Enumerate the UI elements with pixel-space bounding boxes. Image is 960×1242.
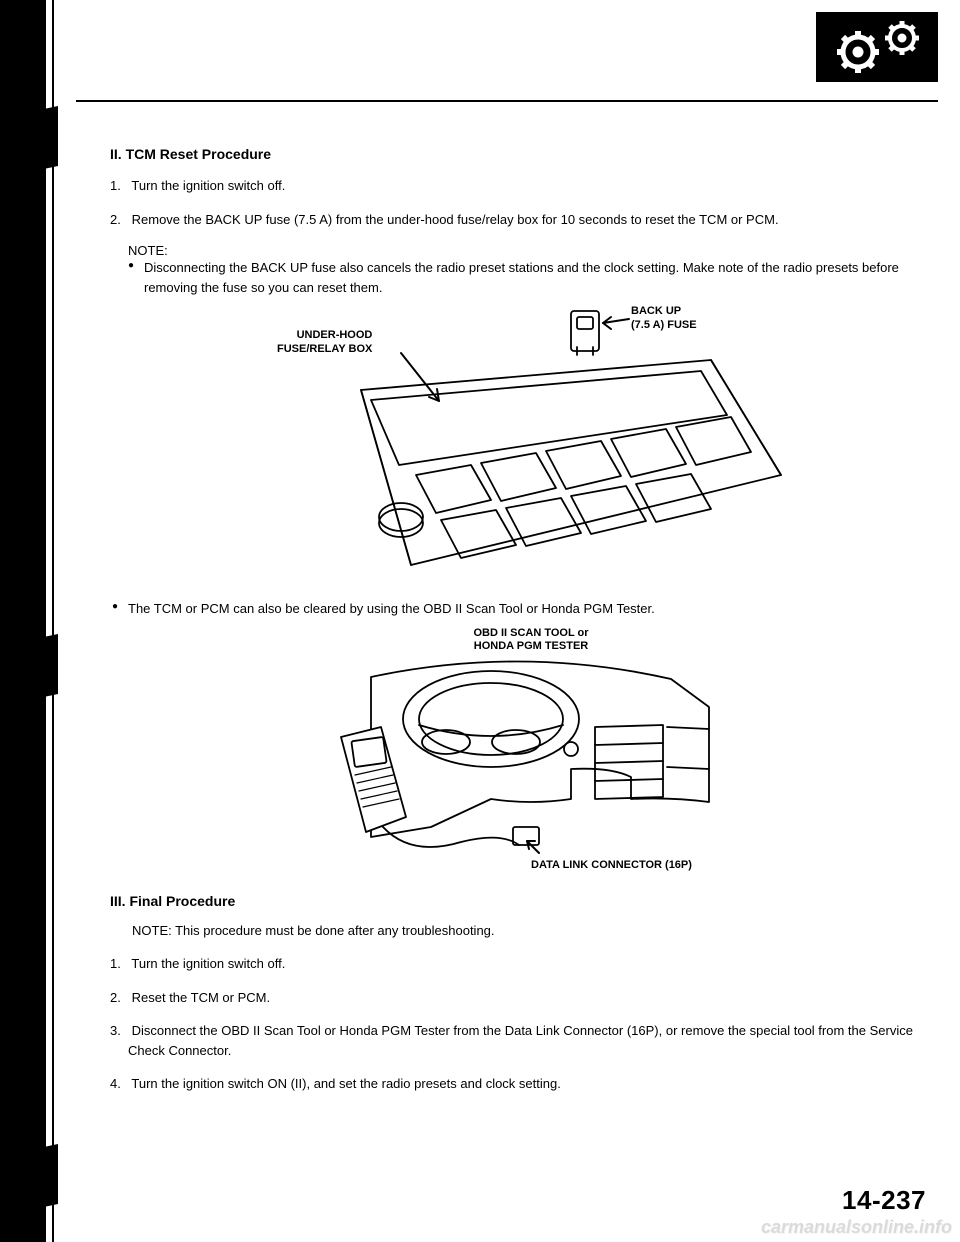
step: 1. Turn the ignition switch off. xyxy=(128,954,932,974)
step-text: Turn the ignition switch off. xyxy=(131,956,285,971)
section-iii-text: Final Procedure xyxy=(129,893,235,909)
fig1-label-left: UNDER-HOOD FUSE/RELAY BOX xyxy=(277,329,372,357)
figure-fuse-relay-box: UNDER-HOOD FUSE/RELAY BOX BACK UP (7.5 A… xyxy=(241,305,801,585)
step-text: Reset the TCM or PCM. xyxy=(132,990,270,1005)
note-label: NOTE: xyxy=(128,243,932,258)
content-area: II. TCM Reset Procedure 1. Turn the igni… xyxy=(110,146,932,1108)
note-bullet: Disconnecting the BACK UP fuse also canc… xyxy=(144,258,932,297)
step: 2. Reset the TCM or PCM. xyxy=(128,988,932,1008)
fig2-label-bottom: DATA LINK CONNECTOR (16P) xyxy=(531,859,692,873)
step-number: 1. xyxy=(110,176,128,196)
step-text: Disconnect the OBD II Scan Tool or Honda… xyxy=(128,1023,913,1058)
binder-tab xyxy=(20,634,58,702)
step-text: Turn the ignition switch ON (II), and se… xyxy=(131,1076,560,1091)
section-ii-title: II. TCM Reset Procedure xyxy=(110,146,932,162)
fig2-label-top: OBD II SCAN TOOL or HONDA PGM TESTER xyxy=(451,627,611,655)
dashboard-illustration xyxy=(311,627,731,877)
step-text: Remove the BACK UP fuse (7.5 A) from the… xyxy=(132,212,779,227)
binding-edge xyxy=(0,0,46,1242)
step: 4. Turn the ignition switch ON (II), and… xyxy=(128,1074,932,1094)
page-number: 14-237 xyxy=(842,1185,926,1216)
section-iii-title: III. Final Procedure xyxy=(110,893,932,909)
step-text: Turn the ignition switch off. xyxy=(131,178,285,193)
figure-obd-scan-tool: OBD II SCAN TOOL or HONDA PGM TESTER DAT… xyxy=(311,627,731,877)
binding-rule xyxy=(46,0,54,1242)
section-iii-number: III. xyxy=(110,893,126,909)
binder-tab xyxy=(20,106,58,174)
step: 3. Disconnect the OBD II Scan Tool or Ho… xyxy=(128,1021,932,1060)
section-ii-text: TCM Reset Procedure xyxy=(126,146,271,162)
post-fig-bullet: The TCM or PCM can also be cleared by us… xyxy=(128,599,932,619)
page: II. TCM Reset Procedure 1. Turn the igni… xyxy=(0,0,960,1242)
section-iii-note: NOTE: This procedure must be done after … xyxy=(132,921,932,941)
step-number: 2. xyxy=(110,210,128,230)
step-number: 2. xyxy=(110,988,128,1008)
step: 2. Remove the BACK UP fuse (7.5 A) from … xyxy=(128,210,932,230)
header-gears-icon xyxy=(816,12,938,82)
step-number: 1. xyxy=(110,954,128,974)
fig1-label-right: BACK UP (7.5 A) FUSE xyxy=(631,305,697,333)
header-rule xyxy=(76,100,938,102)
watermark: carmanualsonline.info xyxy=(761,1217,952,1238)
step: 1. Turn the ignition switch off. xyxy=(128,176,932,196)
step-number: 4. xyxy=(110,1074,128,1094)
step-number: 3. xyxy=(110,1021,128,1041)
binder-tab xyxy=(20,1144,58,1212)
section-ii-number: II. xyxy=(110,146,122,162)
